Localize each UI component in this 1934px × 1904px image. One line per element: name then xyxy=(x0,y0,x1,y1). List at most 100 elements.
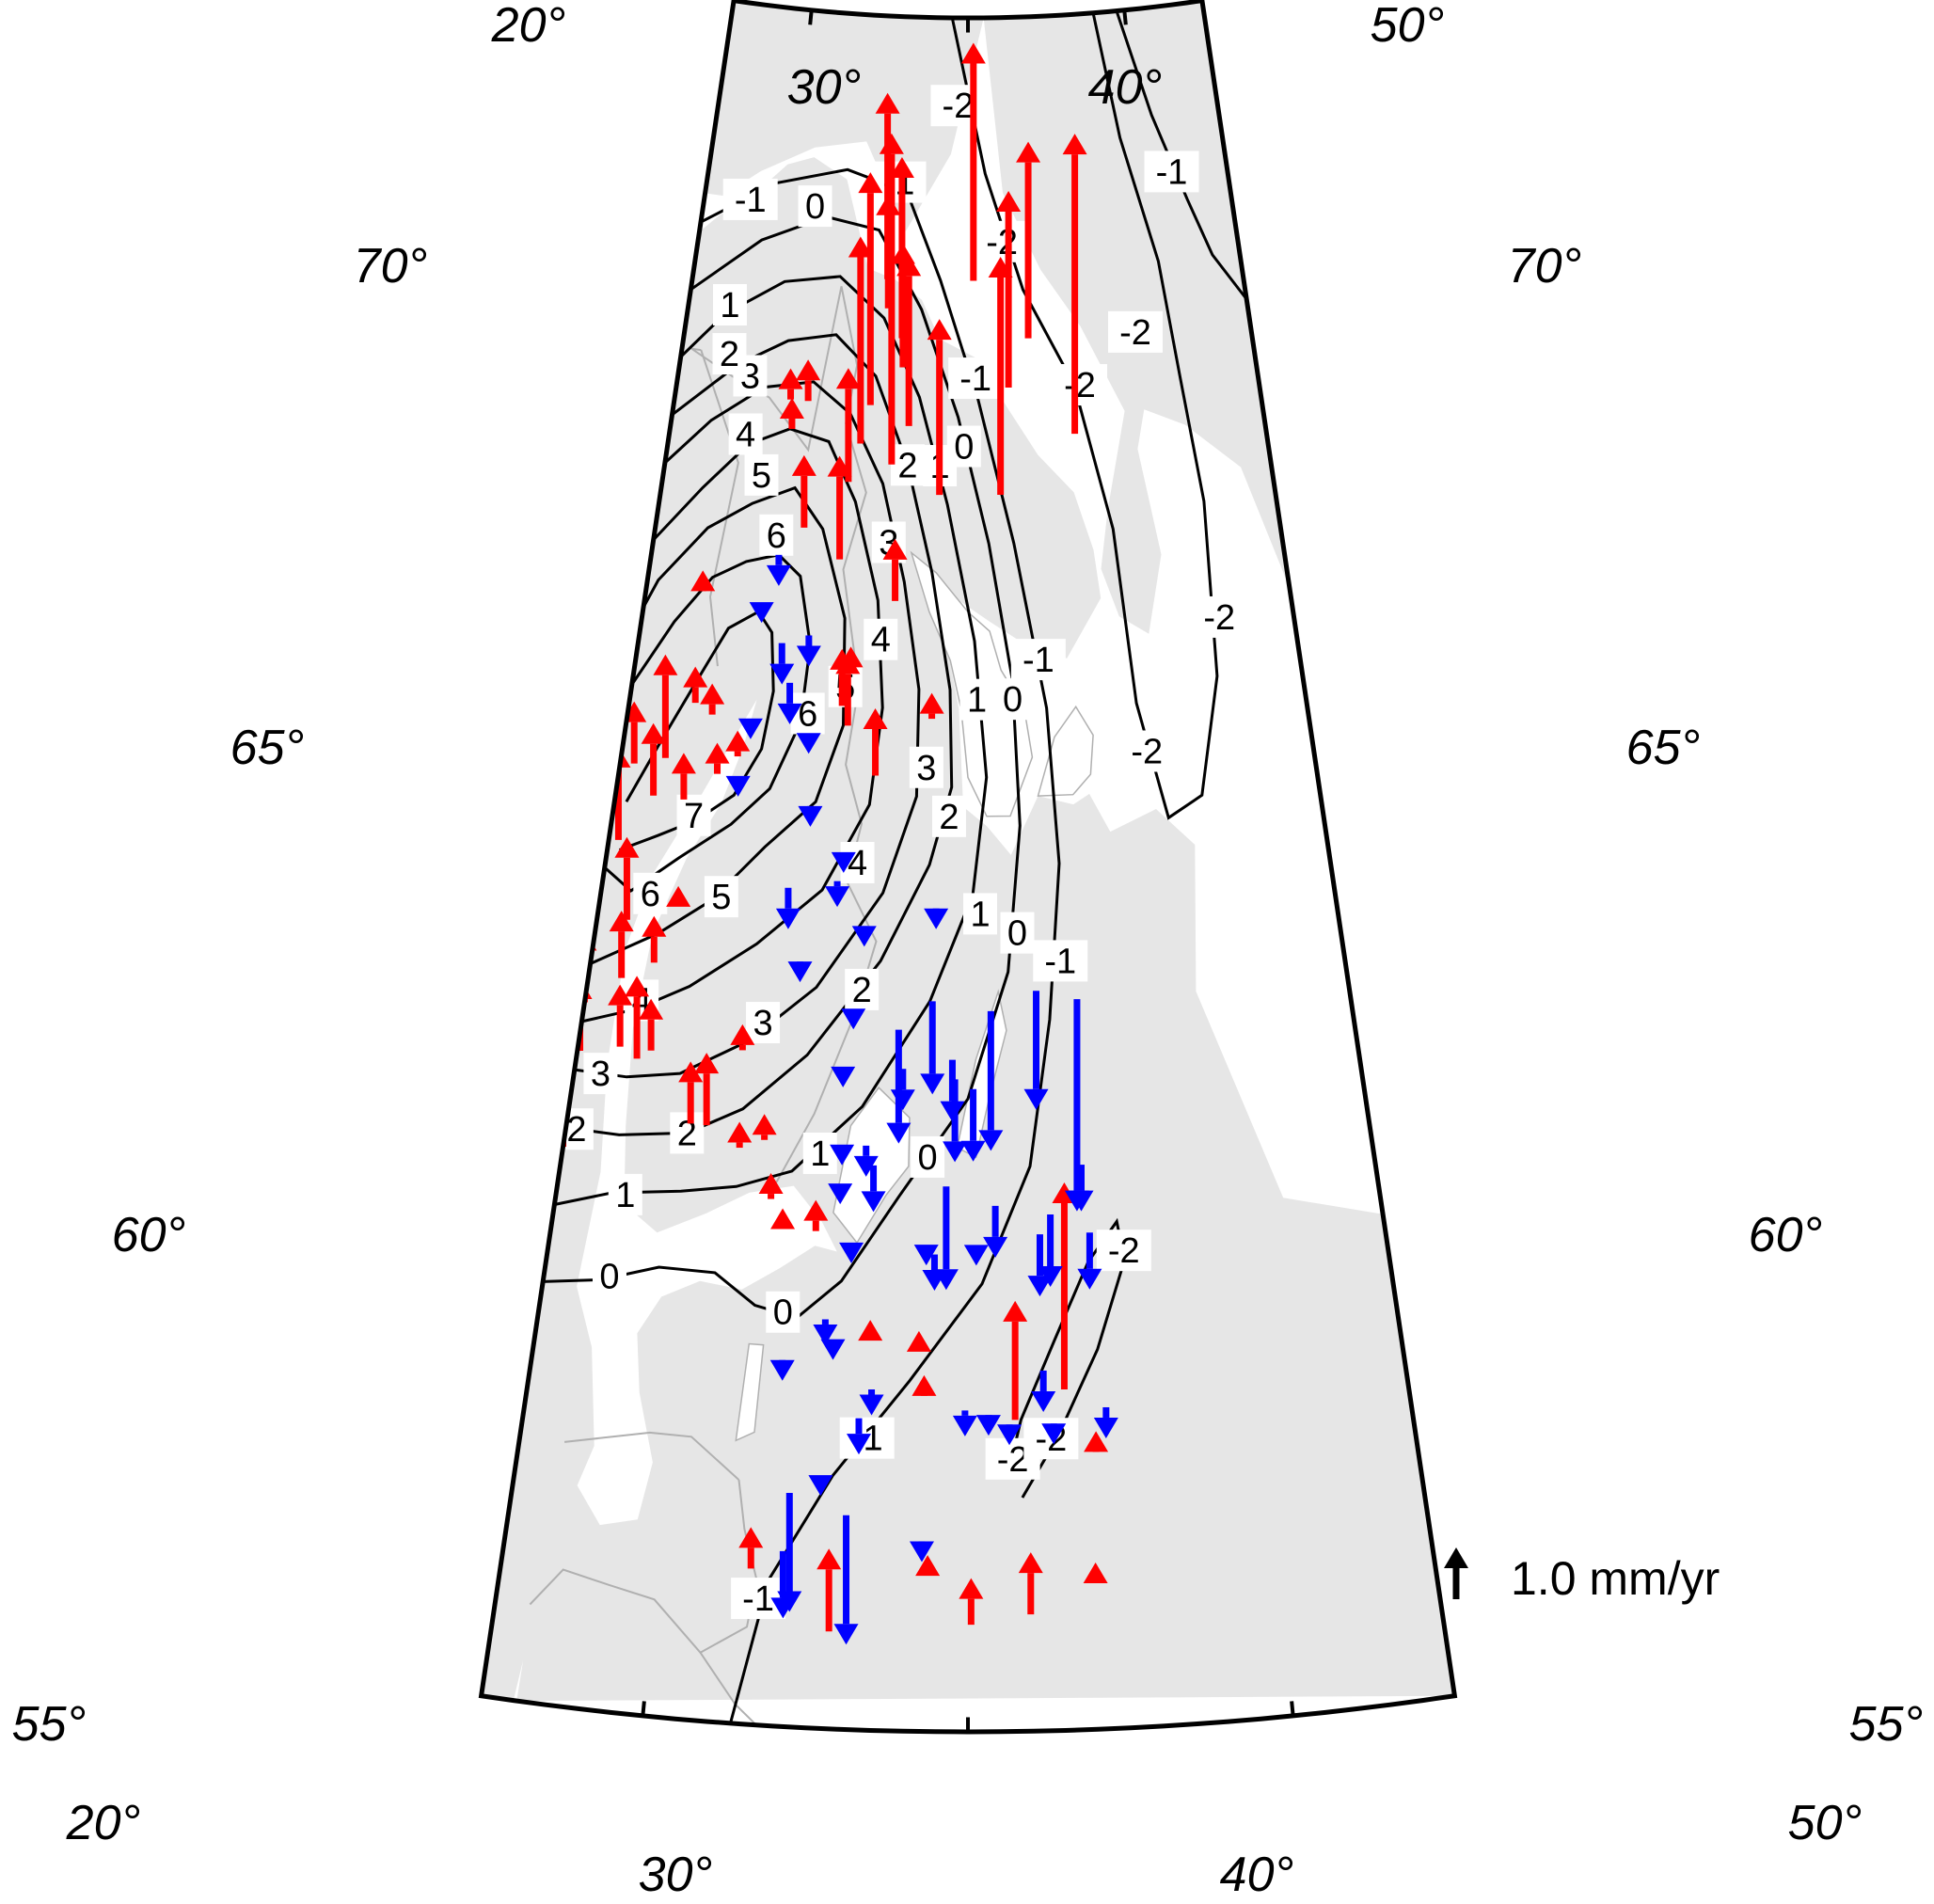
uplift-vector xyxy=(912,1374,937,1396)
contour-label-background xyxy=(608,1173,642,1215)
subsidence-vector xyxy=(847,1418,872,1455)
subsidence-vector xyxy=(978,1010,1004,1151)
contour-label: 2 xyxy=(566,1110,586,1150)
uplift-vector xyxy=(572,788,597,934)
contour-label-background xyxy=(1096,1230,1151,1272)
contour-line xyxy=(1006,1217,1126,1499)
contour-line xyxy=(565,333,954,1136)
vector-head xyxy=(879,133,904,154)
subsidence-vector xyxy=(769,1359,795,1381)
vector-head xyxy=(1027,1276,1053,1297)
contour-line xyxy=(554,275,989,1206)
contour-label: 0 xyxy=(773,1293,793,1333)
contour-label: -2 xyxy=(997,1440,1029,1480)
uplift-vector xyxy=(778,368,803,400)
uplift-vector xyxy=(666,885,691,907)
vector-head xyxy=(796,645,821,667)
subsidence-vector xyxy=(839,1242,864,1263)
subsidence-vector xyxy=(833,1515,859,1645)
uplift-vector xyxy=(919,692,944,720)
vector-head xyxy=(959,1578,984,1599)
contour-label-background xyxy=(959,678,994,721)
contour-label: 3 xyxy=(591,1055,610,1094)
uplift-vector xyxy=(592,706,617,789)
contour-label: 7 xyxy=(684,797,704,836)
subsidence-vector xyxy=(975,1415,1001,1436)
vector-head xyxy=(975,1415,1001,1436)
border-line xyxy=(690,286,843,452)
vector-head xyxy=(933,1269,959,1291)
vector-head xyxy=(1062,134,1087,155)
contour-label-background xyxy=(946,425,981,468)
vector-head xyxy=(550,986,576,1008)
uplift-vector xyxy=(879,133,904,465)
uplift-vector xyxy=(827,455,852,560)
contour-label-background xyxy=(1192,595,1247,638)
contour-label: -1 xyxy=(735,181,767,220)
vector-head xyxy=(779,397,804,419)
contour-label-background xyxy=(1119,730,1175,772)
subsidence-vector xyxy=(997,1424,1022,1446)
contour-label-background xyxy=(712,333,747,375)
contour-label-background xyxy=(704,876,738,918)
subsidence-vector xyxy=(775,887,801,929)
vector-head xyxy=(609,911,634,932)
legend-reference-arrow xyxy=(1444,1547,1468,1599)
contour-label: -1 xyxy=(1156,152,1188,192)
vector-head xyxy=(752,1114,777,1135)
vector-head xyxy=(896,255,922,277)
uplift-vector xyxy=(1016,141,1041,339)
map-frame xyxy=(478,0,1458,1735)
uplift-vector xyxy=(959,1578,984,1626)
vector-head xyxy=(787,961,813,983)
contour-label: 6 xyxy=(641,875,660,914)
lat-tick-right-55: 55° xyxy=(1849,1697,1924,1752)
contour-label: 5 xyxy=(711,878,731,917)
uplift-vector xyxy=(791,454,816,528)
uplift-vector xyxy=(725,730,751,757)
vector-head xyxy=(705,742,730,764)
vector-head xyxy=(1016,141,1041,163)
vector-head xyxy=(875,92,900,114)
scale-legend: 1.0 mm/yr xyxy=(1444,1547,1720,1605)
vector-head xyxy=(920,1073,945,1095)
contour-label-background xyxy=(670,1112,705,1154)
vector-head xyxy=(863,708,888,730)
vector-head xyxy=(641,722,666,744)
contour-label-background xyxy=(802,1132,837,1174)
vector-head xyxy=(909,1541,934,1563)
vector-head xyxy=(1041,1423,1067,1445)
lon-tick-bottom-20: 20° xyxy=(66,1796,141,1850)
vector-head xyxy=(727,1121,753,1143)
vector-head xyxy=(666,885,691,907)
vector-head xyxy=(996,190,1022,212)
vector-head xyxy=(803,1199,829,1221)
vector-head xyxy=(1444,1547,1468,1568)
vector-head xyxy=(775,908,801,929)
contour-label-background xyxy=(975,220,1030,262)
contour-label-background xyxy=(790,692,825,735)
subsidence-vector xyxy=(1031,1370,1056,1412)
vector-head xyxy=(678,1061,704,1083)
subsidence-vector xyxy=(859,1389,884,1416)
legend-label: 1.0 mm/yr xyxy=(1511,1552,1720,1605)
contour-label-background xyxy=(759,514,794,556)
vector-head xyxy=(572,788,597,810)
lake xyxy=(735,1342,765,1442)
contour-label: 0 xyxy=(1003,680,1022,720)
vector-head xyxy=(841,1008,866,1030)
vector-head xyxy=(813,1324,838,1345)
vector-head xyxy=(551,943,577,964)
vector-head xyxy=(683,666,708,688)
frame-tick xyxy=(808,9,814,25)
contour-label-background xyxy=(845,968,880,1010)
subsidence-vector xyxy=(820,1339,846,1360)
vector-head xyxy=(769,1359,795,1381)
frame-ticks xyxy=(641,9,1295,1732)
lat-tick-right-65: 65° xyxy=(1626,721,1701,775)
contour-label: -2 xyxy=(1119,313,1151,353)
subsidence-vector xyxy=(813,1319,838,1345)
vector-head xyxy=(943,1141,968,1163)
lat-tick-left-70: 70° xyxy=(354,239,428,294)
legend-arrow-icon xyxy=(1444,1547,1468,1599)
